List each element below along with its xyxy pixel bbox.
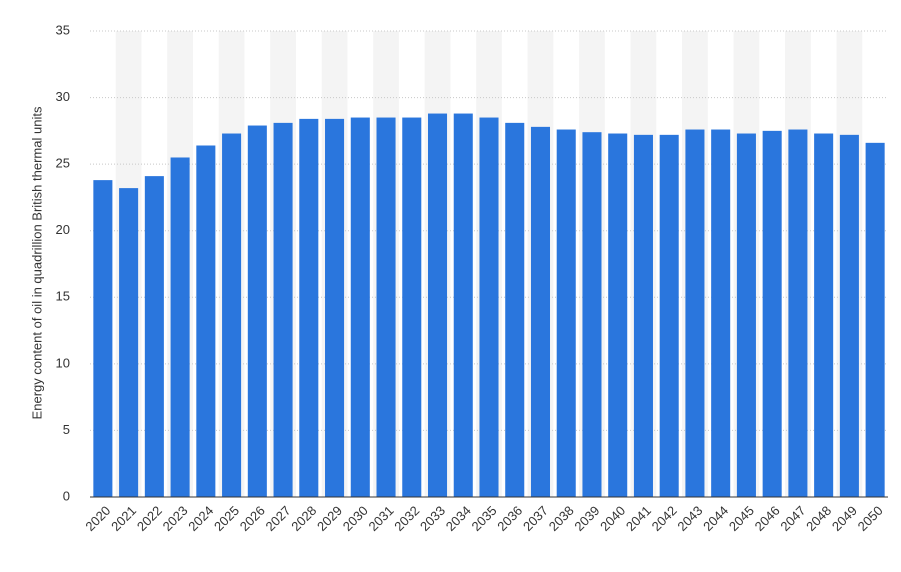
x-tick-label: 2022: [134, 503, 165, 534]
bar: [762, 130, 782, 497]
bar: [402, 117, 422, 498]
x-tick-label: 2045: [726, 503, 757, 534]
x-tick-label: 2049: [829, 503, 860, 534]
bar: [144, 176, 164, 497]
bar: [479, 117, 499, 498]
x-tick-label: 2028: [288, 503, 319, 534]
x-tick-label: 2042: [649, 503, 680, 534]
bar: [170, 157, 190, 497]
y-tick-label: 25: [56, 156, 70, 171]
x-tick-label: 2036: [494, 503, 525, 534]
bar: [736, 133, 756, 497]
x-tick-label: 2038: [546, 503, 577, 534]
x-tick-label: 2040: [597, 503, 628, 534]
x-tick-label: 2029: [314, 503, 345, 534]
bar: [222, 133, 242, 497]
bar: [325, 118, 345, 498]
y-tick-label: 0: [63, 488, 70, 503]
bar: [273, 122, 293, 498]
bar: [376, 117, 396, 498]
x-tick-label: 2033: [417, 503, 448, 534]
bar: [711, 129, 731, 498]
y-tick-label: 10: [56, 355, 70, 370]
bar: [505, 122, 525, 498]
y-axis-label: Energy content of oil in quadrillion Bri…: [29, 106, 44, 419]
bar: [865, 142, 885, 497]
x-tick-label: 2031: [366, 503, 397, 534]
x-tick-label: 2023: [160, 503, 191, 534]
x-tick-label: 2047: [777, 503, 808, 534]
bar: [119, 188, 139, 497]
y-tick-label: 15: [56, 289, 70, 304]
bar: [350, 117, 370, 498]
x-tick-label: 2030: [340, 503, 371, 534]
x-tick-label: 2021: [108, 503, 139, 534]
bar: [685, 129, 705, 498]
bar: [453, 113, 473, 497]
x-tick-label: 2020: [82, 503, 113, 534]
bar: [633, 134, 653, 497]
x-tick-label: 2043: [674, 503, 705, 534]
x-tick-label: 2050: [855, 503, 886, 534]
bar: [608, 133, 628, 497]
x-tick-label: 2046: [752, 503, 783, 534]
bar: [530, 126, 551, 497]
bar: [659, 134, 679, 497]
bar: [788, 129, 808, 498]
x-tick-label: 2024: [185, 503, 216, 534]
x-tick-label: 2032: [391, 503, 422, 534]
x-tick-label: 2025: [211, 503, 242, 534]
bar: [299, 118, 319, 498]
x-tick-label: 2037: [520, 503, 551, 534]
y-tick-label: 20: [56, 222, 70, 237]
x-tick-label: 2026: [237, 503, 268, 534]
bar: [196, 145, 216, 497]
y-tick-label: 5: [63, 422, 70, 437]
bar: [814, 133, 834, 497]
bar: [93, 180, 113, 497]
bar: [556, 129, 576, 498]
y-tick-label: 35: [56, 22, 70, 37]
y-tick-label: 30: [56, 89, 70, 104]
bar: [839, 134, 859, 497]
x-tick-label: 2044: [700, 503, 731, 534]
x-tick-label: 2034: [443, 503, 474, 534]
bar: [247, 125, 267, 497]
x-tick-label: 2048: [803, 503, 834, 534]
bar: [427, 113, 448, 497]
bar: [582, 132, 602, 497]
x-tick-label: 2041: [623, 503, 654, 534]
x-tick-label: 2035: [468, 503, 499, 534]
x-tick-label: 2027: [263, 503, 294, 534]
x-tick-label: 2039: [571, 503, 602, 534]
